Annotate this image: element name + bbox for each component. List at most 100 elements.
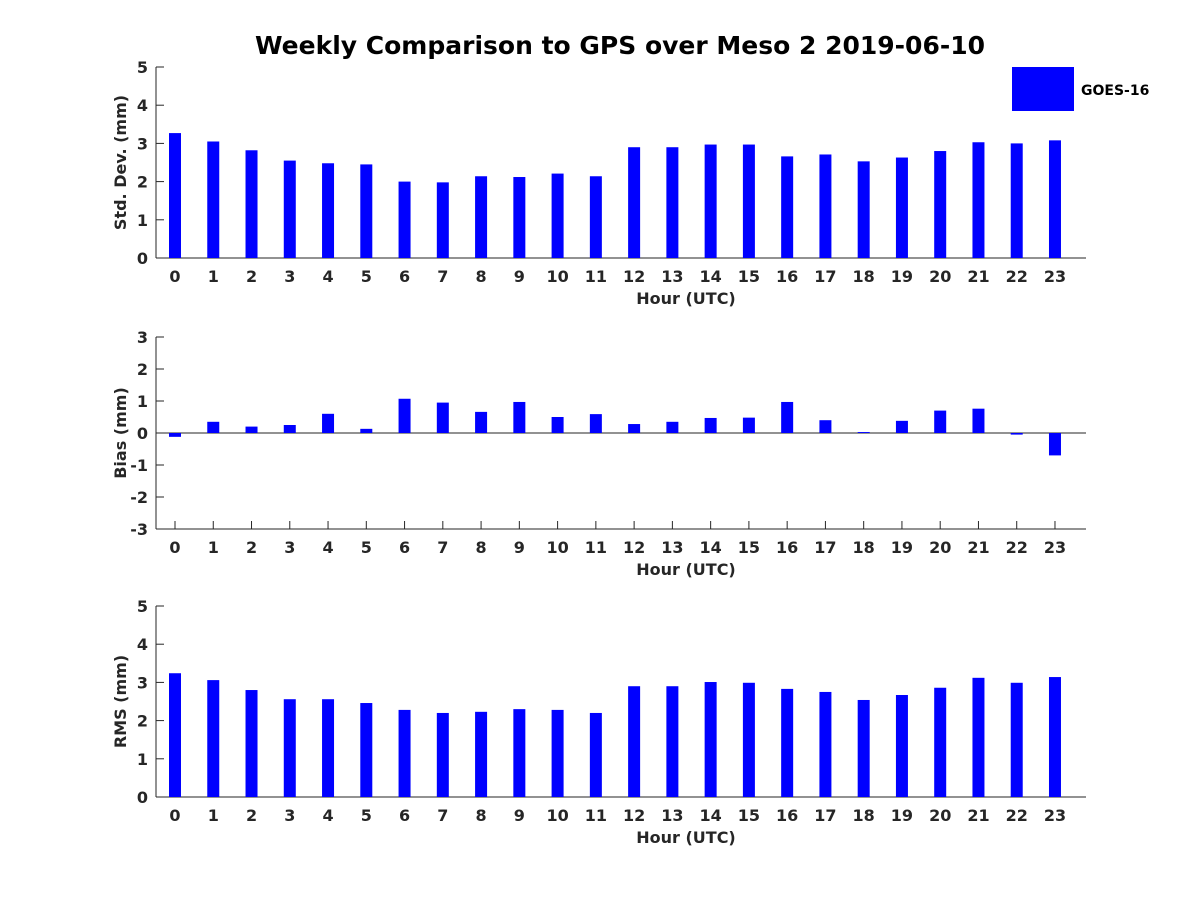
bias-bar bbox=[589, 414, 602, 433]
rms-x-tick-label: 5 bbox=[361, 806, 372, 825]
rms-x-tick-label: 2 bbox=[246, 806, 257, 825]
stddev-bar bbox=[360, 164, 373, 258]
chart-title: Weekly Comparison to GPS over Meso 2 201… bbox=[255, 31, 985, 60]
rms-y-label: RMS (mm) bbox=[111, 655, 130, 748]
rms-bar bbox=[322, 699, 335, 797]
stddev-x-tick-label: 12 bbox=[623, 267, 645, 286]
rms-x-tick-label: 4 bbox=[322, 806, 333, 825]
bias-x-tick-label: 2 bbox=[246, 538, 257, 557]
stddev-bar bbox=[972, 142, 985, 258]
rms-x-tick-label: 12 bbox=[623, 806, 645, 825]
bias-bar bbox=[666, 421, 679, 433]
rms-bar bbox=[628, 686, 641, 797]
rms-bar bbox=[1010, 682, 1023, 797]
stddev-x-tick-label: 19 bbox=[891, 267, 913, 286]
bias-y-tick-label: -2 bbox=[130, 488, 148, 507]
rms-bar bbox=[436, 712, 449, 797]
bias-x-tick-label: 12 bbox=[623, 538, 645, 557]
bias-x-tick-label: 16 bbox=[776, 538, 798, 557]
stddev-x-tick-label: 1 bbox=[208, 267, 219, 286]
bias-y-tick-label: 0 bbox=[137, 424, 148, 443]
bias-bar bbox=[934, 410, 947, 433]
rms-bar bbox=[475, 711, 488, 797]
bias-x-tick-label: 18 bbox=[853, 538, 875, 557]
stddev-bar bbox=[819, 154, 832, 258]
rms-y-tick-label: 4 bbox=[137, 635, 148, 654]
rms-bar bbox=[245, 690, 258, 797]
stddev-y-tick-label: 0 bbox=[137, 249, 148, 268]
stddev-bar bbox=[781, 156, 794, 258]
stddev-x-tick-label: 11 bbox=[585, 267, 607, 286]
rms-x-tick-label: 9 bbox=[514, 806, 525, 825]
rms-x-tick-label: 10 bbox=[546, 806, 568, 825]
rms-x-tick-label: 16 bbox=[776, 806, 798, 825]
rms-y-tick-label: 0 bbox=[137, 788, 148, 807]
bias-x-tick-label: 13 bbox=[661, 538, 683, 557]
rms-bar bbox=[857, 699, 870, 797]
bias-x-tick-label: 1 bbox=[208, 538, 219, 557]
stddev-bar bbox=[436, 182, 449, 258]
rms-bar bbox=[704, 682, 717, 797]
stddev-bar bbox=[551, 173, 564, 258]
bias-x-label: Hour (UTC) bbox=[636, 560, 736, 579]
stddev-x-tick-label: 5 bbox=[361, 267, 372, 286]
stddev-x-tick-label: 23 bbox=[1044, 267, 1066, 286]
bias-y-tick-label: 3 bbox=[137, 328, 148, 347]
rms-x-label: Hour (UTC) bbox=[636, 828, 736, 847]
stddev-y-tick-label: 2 bbox=[137, 173, 148, 192]
stddev-x-tick-label: 21 bbox=[967, 267, 989, 286]
stddev-x-tick-label: 18 bbox=[853, 267, 875, 286]
stddev-x-tick-label: 20 bbox=[929, 267, 951, 286]
rms-x-tick-label: 21 bbox=[967, 806, 989, 825]
rms-y-tick-label: 1 bbox=[137, 750, 148, 769]
rms-x-tick-label: 17 bbox=[814, 806, 836, 825]
bias-bar bbox=[895, 420, 908, 433]
rms-x-tick-label: 23 bbox=[1044, 806, 1066, 825]
bias-bar bbox=[781, 401, 794, 433]
stddev-x-tick-label: 9 bbox=[514, 267, 525, 286]
bias-bar bbox=[475, 411, 488, 433]
bias-y-tick-label: 2 bbox=[137, 360, 148, 379]
stddev-x-tick-label: 4 bbox=[322, 267, 333, 286]
rms-bar bbox=[169, 673, 181, 797]
bias-y-label: Bias (mm) bbox=[111, 387, 130, 479]
stddev-bar bbox=[666, 147, 679, 258]
rms-bar bbox=[742, 682, 755, 797]
rms-x-tick-label: 19 bbox=[891, 806, 913, 825]
stddev-bar bbox=[1010, 143, 1023, 258]
rms-bar bbox=[666, 686, 679, 797]
bias-bar bbox=[398, 398, 411, 433]
stddev-x-tick-label: 0 bbox=[169, 267, 180, 286]
bias-bar bbox=[551, 417, 564, 433]
stddev-bar bbox=[398, 181, 411, 258]
rms-bar bbox=[819, 691, 832, 797]
rms-x-tick-label: 18 bbox=[853, 806, 875, 825]
bias-bar bbox=[360, 428, 373, 433]
bias-x-tick-label: 8 bbox=[476, 538, 487, 557]
rms-bar bbox=[934, 687, 947, 797]
bias-y-tick-label: -3 bbox=[130, 520, 148, 539]
rms-x-tick-label: 14 bbox=[700, 806, 722, 825]
rms-x-tick-label: 7 bbox=[437, 806, 448, 825]
rms-x-tick-label: 13 bbox=[661, 806, 683, 825]
stddev-bar bbox=[704, 144, 717, 258]
bias-x-tick-label: 6 bbox=[399, 538, 410, 557]
stddev-x-tick-label: 10 bbox=[546, 267, 568, 286]
rms-x-tick-label: 6 bbox=[399, 806, 410, 825]
bias-x-tick-label: 22 bbox=[1006, 538, 1028, 557]
legend: GOES-16 bbox=[1012, 67, 1149, 111]
rms-bar bbox=[895, 695, 908, 797]
rms-bar bbox=[360, 703, 373, 797]
rms-bar bbox=[589, 712, 602, 797]
stddev-x-tick-label: 15 bbox=[738, 267, 760, 286]
bias-x-tick-label: 10 bbox=[546, 538, 568, 557]
stddev-bar bbox=[245, 150, 258, 258]
rms-x-tick-label: 8 bbox=[476, 806, 487, 825]
stddev-bar bbox=[934, 151, 947, 258]
bias-bar bbox=[1048, 433, 1061, 456]
bias-y-tick-label: 1 bbox=[137, 392, 148, 411]
bias-x-tick-label: 11 bbox=[585, 538, 607, 557]
legend-label: GOES-16 bbox=[1081, 83, 1149, 99]
